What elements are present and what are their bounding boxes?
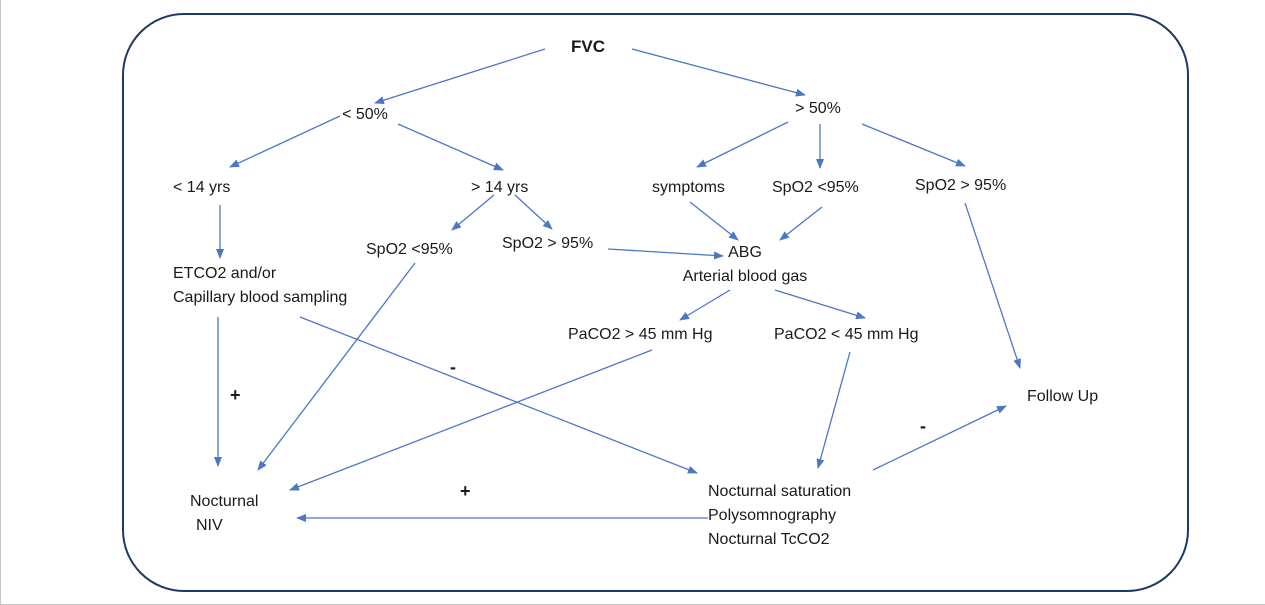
node-nocturnal-niv-line2: NIV: [196, 517, 223, 534]
node-paco2-lt45: PaCO2 < 45 mm Hg: [774, 326, 919, 343]
edge-gt14-spo2lt95: [451, 194, 495, 231]
edge-etco2-nocturnal: [299, 316, 698, 474]
edge-fvc-lt50: [374, 48, 546, 105]
diagram-panel: [122, 13, 1189, 592]
node-nocturnal-tests: Nocturnal saturation Polysomnography Noc…: [708, 480, 851, 552]
sign-plus-left: +: [230, 385, 241, 405]
sign-minus-right: -: [920, 416, 926, 436]
node-etco2-line2: Capillary blood sampling: [173, 289, 348, 306]
edge-spo2gt95-abg: [607, 248, 724, 260]
edge-fvc-gt50: [631, 48, 806, 97]
edge-gt14-spo2gt95: [514, 194, 553, 230]
node-nocturnal-niv: Nocturnal NIV: [190, 490, 258, 538]
node-abg: ABG Arterial blood gas: [670, 241, 820, 289]
edge-symptoms-abg: [689, 201, 739, 241]
node-spo2-lt95-left: SpO2 <95%: [366, 241, 453, 258]
edge-spo2gt95right-followup: [964, 202, 1021, 369]
node-fvc: FVC: [571, 37, 605, 56]
edge-spo2lt95-niv: [257, 262, 416, 471]
node-nocturnal-tests-line1: Nocturnal saturation: [708, 483, 852, 500]
node-symptoms: symptoms: [652, 179, 725, 196]
node-lt50: < 50%: [342, 106, 388, 123]
sign-plus-bottom: +: [460, 481, 471, 501]
node-nocturnal-tests-line2: Polysomnography: [708, 507, 837, 524]
sign-minus-center: -: [450, 357, 456, 377]
node-gt14: > 14 yrs: [471, 179, 529, 196]
node-etco2: ETCO2 and/or Capillary blood sampling: [173, 262, 347, 310]
edge-lt50-lt14: [229, 115, 341, 168]
edge-nocturnal-followup: [872, 405, 1007, 471]
node-nocturnal-tests-line3: Nocturnal TcCO2: [708, 531, 830, 548]
edge-spo2lt95-abg: [779, 206, 823, 241]
edge-paco2gt45-niv: [289, 349, 653, 491]
node-gt50: > 50%: [795, 100, 841, 117]
node-paco2-gt45: PaCO2 > 45 mm Hg: [568, 326, 713, 343]
edge-abg-paco2lt45: [774, 289, 866, 320]
edge-gt50-spo2gt95: [861, 123, 966, 167]
node-spo2-gt95-right: SpO2 > 95%: [915, 177, 1007, 194]
node-follow-up: Follow Up: [1027, 388, 1099, 405]
edge-paco2lt45-nocturnal: [816, 351, 851, 469]
edge-lt50-gt14: [397, 123, 504, 171]
node-etco2-line1: ETCO2 and/or: [173, 265, 277, 282]
node-abg-line2: Arterial blood gas: [682, 268, 808, 285]
edge-abg-paco2gt45: [679, 289, 731, 321]
node-lt14: < 14 yrs: [173, 179, 231, 196]
node-abg-line1: ABG: [728, 244, 762, 261]
edge-gt50-symptoms: [696, 121, 789, 168]
node-spo2-lt95-right: SpO2 <95%: [772, 179, 859, 196]
node-nocturnal-niv-line1: Nocturnal: [190, 493, 259, 510]
node-spo2-gt95-left: SpO2 > 95%: [502, 235, 594, 252]
